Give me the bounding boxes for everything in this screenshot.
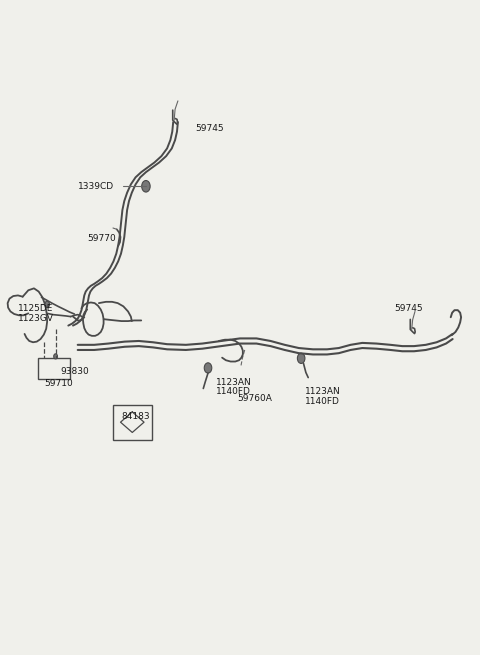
Bar xyxy=(113,405,152,440)
Text: 1339CD: 1339CD xyxy=(78,182,114,191)
Text: 1125DE: 1125DE xyxy=(18,304,53,312)
Text: 1140FD: 1140FD xyxy=(216,387,251,396)
Text: 59710: 59710 xyxy=(44,379,72,388)
Text: 59745: 59745 xyxy=(394,304,423,312)
Circle shape xyxy=(298,353,305,364)
Bar xyxy=(38,358,70,379)
Circle shape xyxy=(142,181,150,192)
Text: 93830: 93830 xyxy=(60,367,89,376)
Circle shape xyxy=(45,301,49,308)
Text: 59770: 59770 xyxy=(87,234,116,244)
Text: 1123GV: 1123GV xyxy=(18,314,54,323)
Text: 1140FD: 1140FD xyxy=(305,397,340,406)
Text: 59745: 59745 xyxy=(195,124,224,133)
Circle shape xyxy=(54,354,58,359)
Text: 59760A: 59760A xyxy=(238,394,273,403)
Text: 1123AN: 1123AN xyxy=(216,377,252,386)
Circle shape xyxy=(204,363,212,373)
Text: 84183: 84183 xyxy=(121,411,150,421)
Text: 1123AN: 1123AN xyxy=(305,387,341,396)
